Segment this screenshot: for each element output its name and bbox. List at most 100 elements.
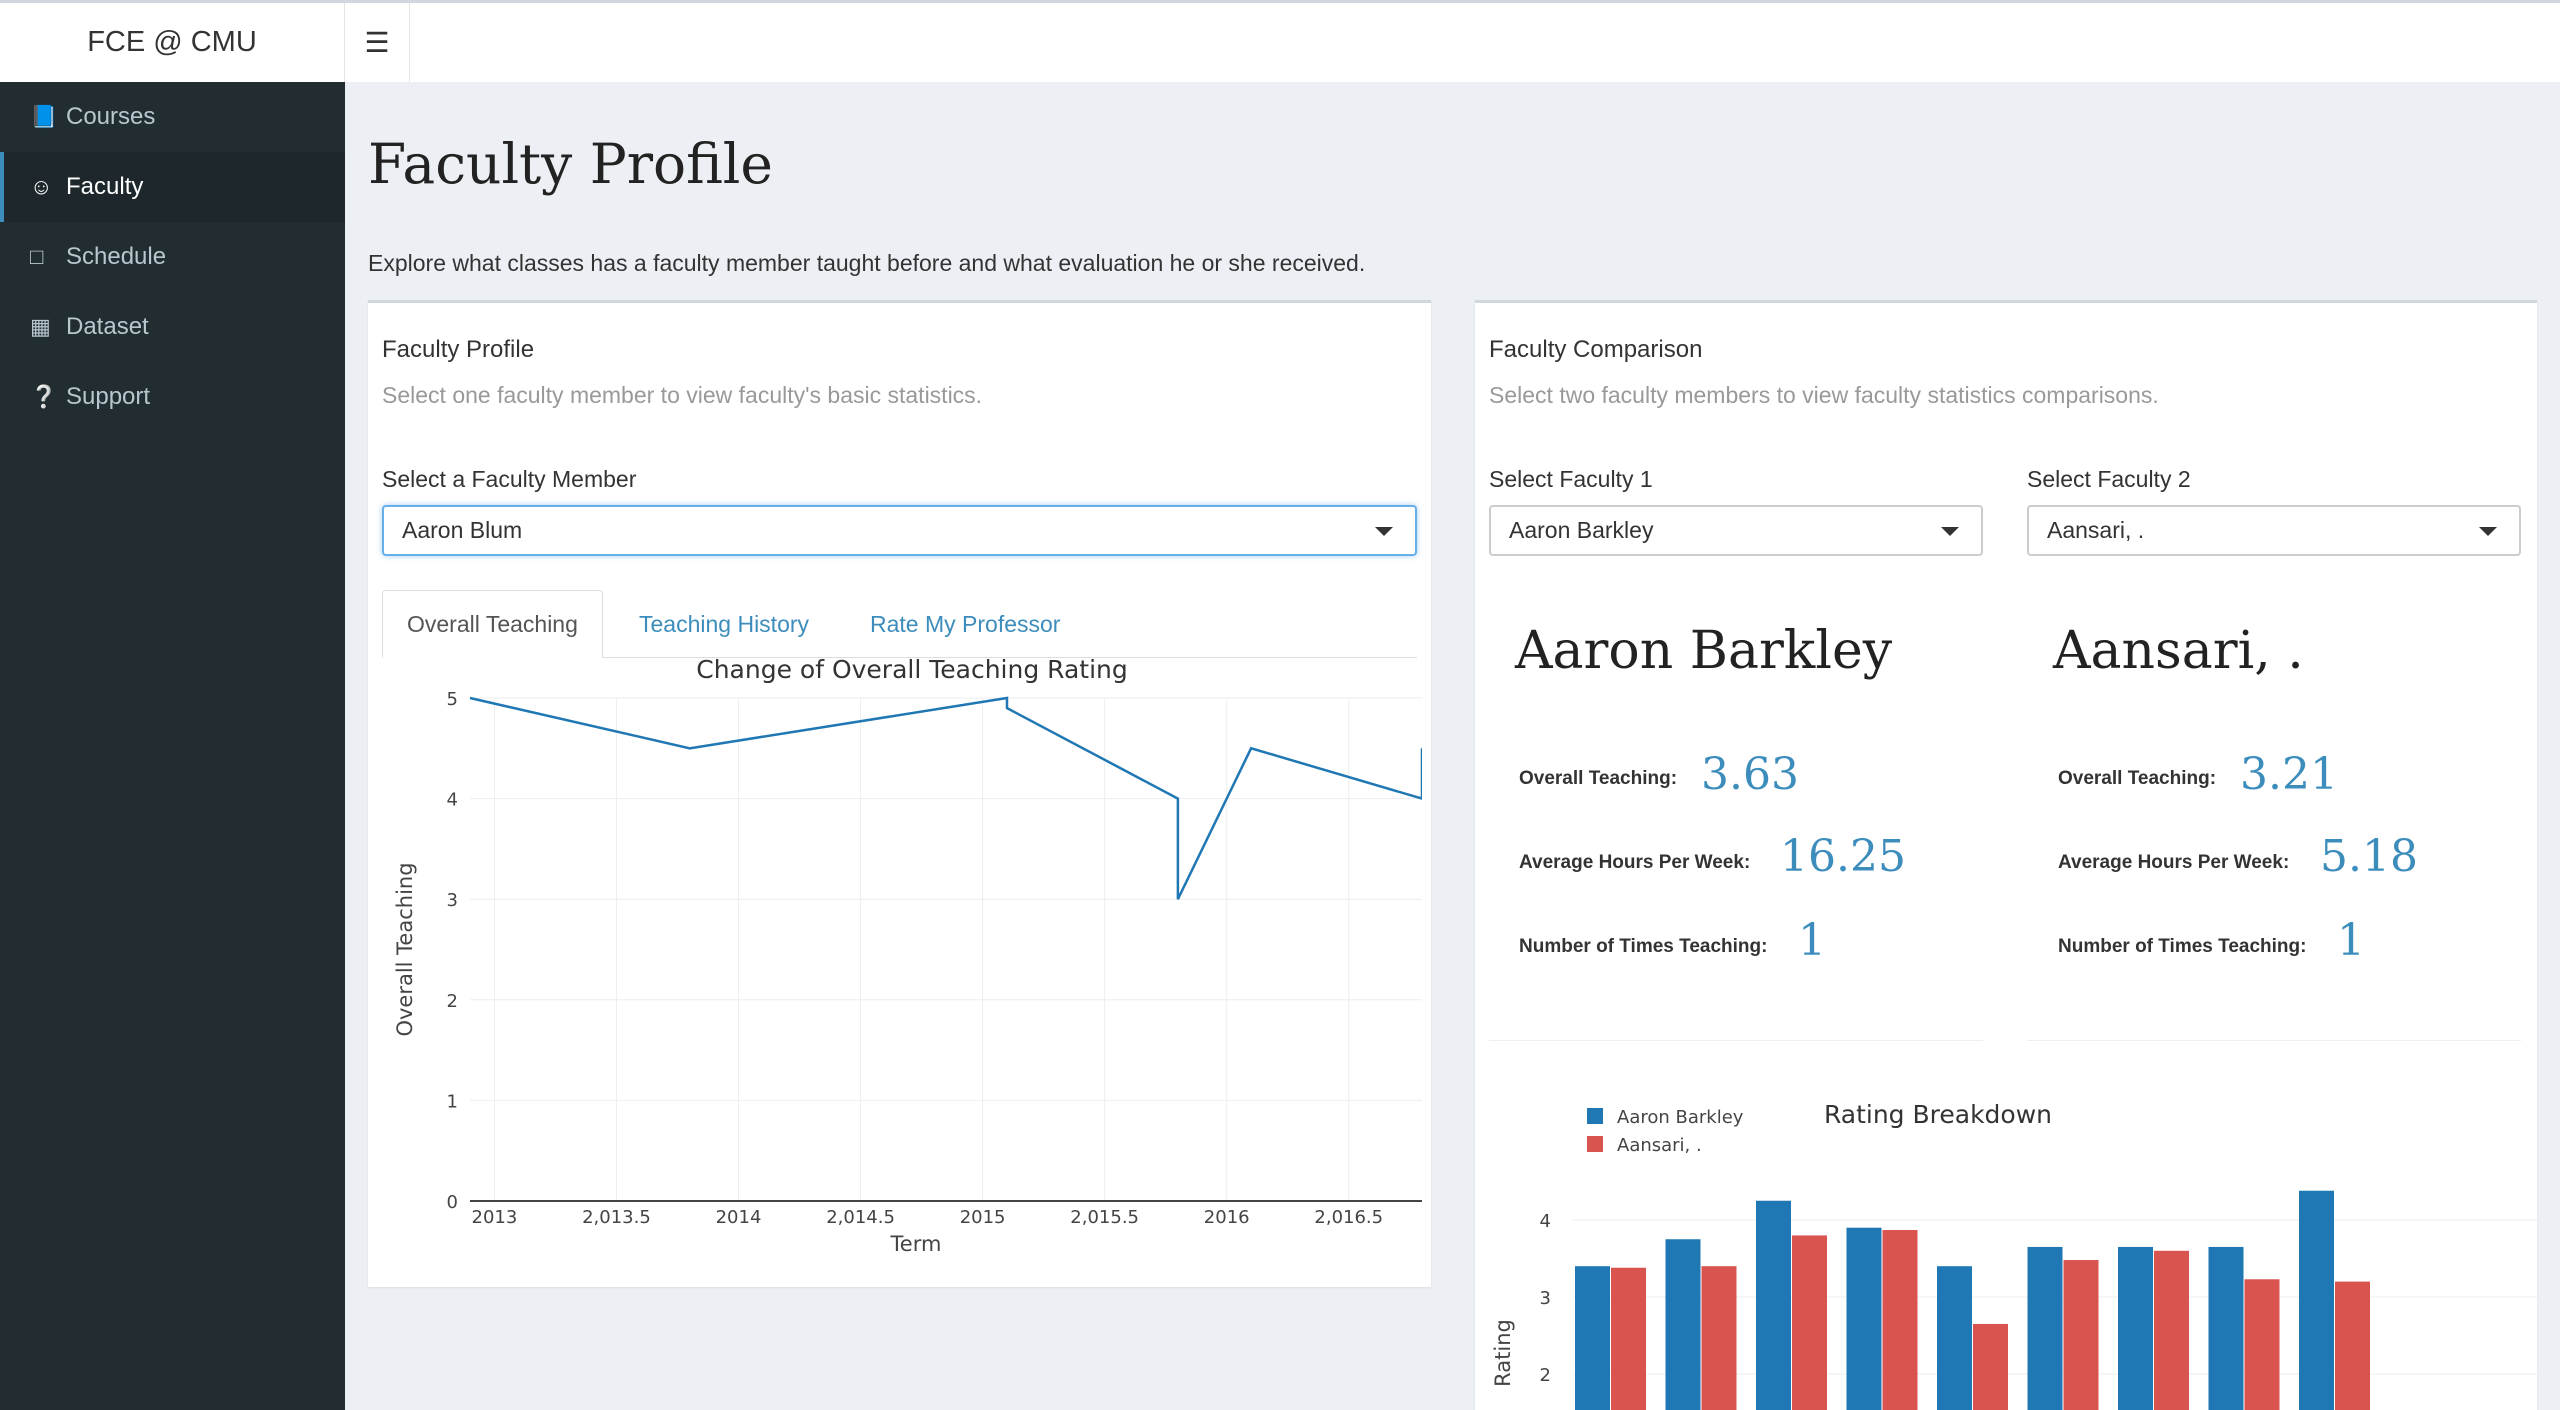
legend-swatch-series1 (1587, 1108, 1603, 1124)
sidebar-item-label: Schedule (66, 243, 167, 270)
legend-label-series2: Aansari, . (1617, 1135, 1702, 1156)
bar (2244, 1279, 2280, 1410)
bar (1882, 1230, 1918, 1410)
sidebar: 📘 Courses ☺ Faculty □ Schedule ▦ Dataset… (0, 82, 345, 1410)
y-axis-label: Rating (1491, 1319, 1515, 1387)
y-tick-label: 3 (1540, 1288, 1551, 1309)
tab-teaching-history[interactable]: Teaching History (639, 610, 810, 637)
bar (2154, 1250, 2189, 1410)
bar (1937, 1266, 1972, 1410)
user-circle-icon: ☺ (30, 174, 53, 199)
faculty1-hours-label: Average Hours Per Week: (1519, 852, 1751, 873)
sidebar-item-label: Courses (66, 103, 156, 130)
brand-logo[interactable]: FCE @ CMU (0, 3, 345, 82)
bar (1756, 1200, 1791, 1410)
chart-title: Rating Breakdown (1824, 1100, 2052, 1129)
faculty1-overall-label: Overall Teaching: (1519, 768, 1678, 789)
faculty-profile-box: Faculty Profile Select one faculty membe… (368, 300, 1431, 1287)
bar (1792, 1235, 1827, 1410)
faculty2-select-label: Select Faculty 2 (2027, 466, 2191, 492)
sidebar-item-label: Support (66, 383, 151, 410)
faculty1-select[interactable]: Aaron Barkley (1489, 505, 1983, 556)
faculty-select-label: Select a Faculty Member (382, 466, 637, 492)
table-icon: ▦ (30, 314, 51, 339)
bar (1846, 1227, 1882, 1410)
bar (2335, 1281, 2370, 1410)
faculty2-times-value: 1 (2337, 915, 2365, 966)
chart-title: Change of Overall Teaching Rating (696, 658, 1128, 684)
tab-overall-teaching[interactable]: Overall Teaching (382, 590, 603, 658)
x-axis-label: Term (890, 1232, 942, 1256)
box-title: Faculty Profile (382, 336, 535, 363)
sidebar-item-schedule[interactable]: □ Schedule (0, 222, 345, 292)
bar (1575, 1266, 1610, 1410)
y-tick-label: 1 (447, 1091, 458, 1112)
x-tick-label: 2,016.5 (1314, 1207, 1383, 1228)
bar (2027, 1246, 2063, 1410)
chevron-down-icon (1375, 527, 1393, 536)
sidebar-item-label: Dataset (66, 313, 149, 340)
divider (2027, 1040, 2521, 1041)
divider (1489, 1040, 1983, 1041)
legend-label-series1: Aaron Barkley (1617, 1107, 1744, 1128)
x-tick-label: 2,014.5 (826, 1207, 895, 1228)
calendar-icon: □ (30, 244, 44, 269)
bar (1665, 1239, 1701, 1410)
page-title: Faculty Profile (368, 132, 773, 196)
bar (1611, 1267, 1646, 1410)
page-description: Explore what classes has a faculty membe… (368, 250, 1366, 276)
chevron-down-icon (1941, 527, 1959, 536)
bar (2118, 1246, 2153, 1410)
x-tick-label: 2,013.5 (582, 1207, 651, 1228)
faculty2-overall-label: Overall Teaching: (2058, 768, 2217, 789)
book-icon: 📘 (30, 104, 58, 129)
faculty2-times-label: Number of Times Teaching: (2058, 936, 2307, 957)
faculty1-name: Aaron Barkley (1515, 621, 1893, 681)
x-tick-label: 2014 (716, 1207, 762, 1228)
sidebar-item-courses[interactable]: 📘 Courses (0, 82, 345, 152)
hamburger-icon[interactable]: ☰ (345, 3, 410, 82)
tab-rate-my-professor[interactable]: Rate My Professor (870, 610, 1061, 637)
y-tick-label: 5 (447, 689, 458, 710)
question-circle-icon: ❔ (30, 384, 58, 409)
y-tick-label: 4 (447, 790, 458, 811)
x-tick-label: 2015 (960, 1207, 1006, 1228)
x-tick-label: 2,015.5 (1070, 1207, 1139, 1228)
header-divider (345, 82, 2560, 85)
y-tick-label: 2 (1540, 1365, 1551, 1386)
faculty2-select[interactable]: Aansari, . (2027, 505, 2521, 556)
faculty2-select-value: Aansari, . (2047, 517, 2145, 543)
sidebar-item-faculty[interactable]: ☺ Faculty (0, 152, 345, 222)
sidebar-item-support[interactable]: ❔ Support (0, 362, 345, 432)
y-tick-label: 4 (1540, 1211, 1551, 1232)
faculty1-times-value: 1 (1798, 915, 1826, 966)
faculty1-select-value: Aaron Barkley (1509, 517, 1654, 543)
faculty-select[interactable]: Aaron Blum (382, 505, 1417, 556)
faculty1-overall-value: 3.63 (1701, 749, 1799, 800)
faculty1-select-label: Select Faculty 1 (1489, 466, 1653, 492)
box-subtitle: Select one faculty member to view facult… (382, 382, 983, 408)
legend-swatch-series2 (1587, 1136, 1603, 1152)
y-tick-label: 2 (447, 991, 458, 1012)
bar (2208, 1246, 2244, 1410)
x-tick-label: 2013 (472, 1207, 518, 1228)
y-tick-label: 0 (447, 1192, 458, 1213)
bar (1973, 1323, 2008, 1410)
faculty1-hours-value: 16.25 (1780, 831, 1906, 882)
sidebar-item-dataset[interactable]: ▦ Dataset (0, 292, 345, 362)
bar (1701, 1266, 1737, 1410)
series-line (469, 696, 1422, 900)
bar (2063, 1260, 2099, 1410)
faculty2-hours-label: Average Hours Per Week: (2058, 852, 2290, 873)
y-tick-label: 3 (447, 890, 458, 911)
faculty-select-value: Aaron Blum (402, 517, 523, 543)
faculty2-hours-value: 5.18 (2320, 831, 2418, 882)
faculty1-times-label: Number of Times Teaching: (1519, 936, 1768, 957)
bar (2299, 1190, 2334, 1410)
faculty2-name: Aansari, . (2053, 621, 2304, 681)
sidebar-item-label: Faculty (66, 173, 144, 200)
profile-tabs: Overall Teaching Teaching History Rate M… (382, 590, 1417, 658)
top-header: FCE @ CMU ☰ (0, 0, 2560, 85)
chevron-down-icon (2479, 527, 2497, 536)
x-tick-label: 2016 (1204, 1207, 1250, 1228)
